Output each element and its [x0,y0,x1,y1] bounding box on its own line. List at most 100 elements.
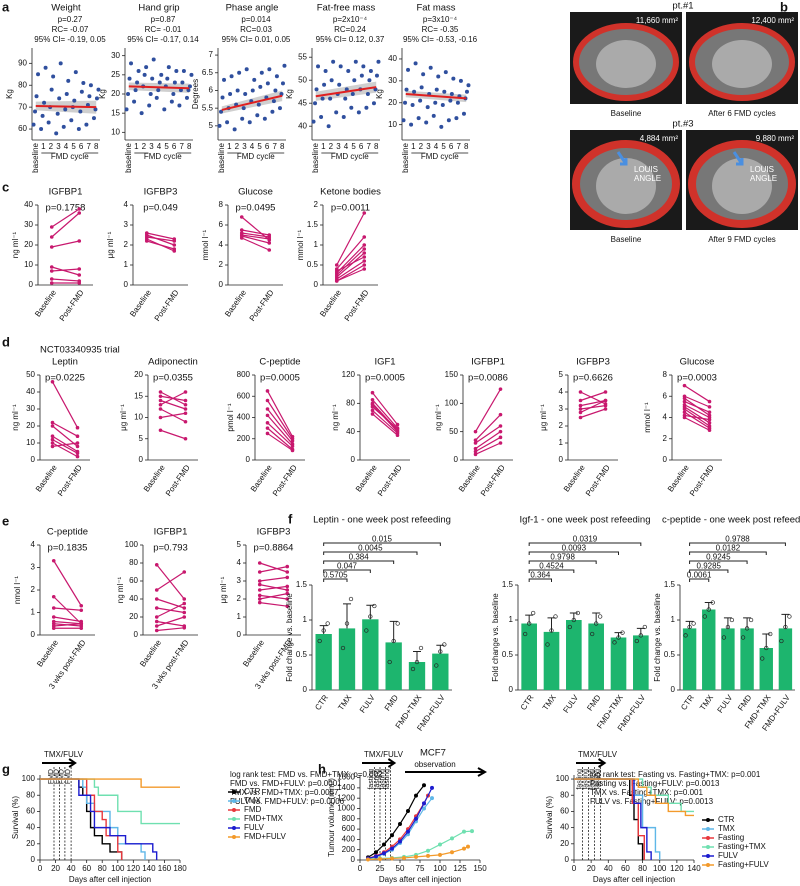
point [189,72,194,77]
x-tick-label: 2 [235,142,240,151]
point [81,81,86,86]
point [707,405,712,409]
y-tick-label: 4 [559,387,564,396]
stat-line: RC=0.03 [240,25,272,34]
chart-title: Fat mass [416,3,455,14]
error-bar [636,627,645,636]
point [139,111,144,116]
point [334,263,339,267]
point [401,118,406,123]
error-bar [781,613,790,629]
point [63,107,68,112]
y-tick-label: 4 [31,540,36,549]
x-tick-label: TMX [541,693,558,713]
landmark: LOUIS [634,165,658,174]
survival-curve [40,778,146,860]
x-tick-label: 140 [142,864,156,873]
pair-line [336,256,365,272]
point [88,83,93,88]
point [154,615,159,619]
x-tick-label: 7 [179,142,184,151]
bar [362,619,379,690]
point [271,99,276,104]
point [285,570,290,574]
x-tick-label: Baseline [241,638,266,669]
point [77,267,82,271]
pair-line [51,268,80,272]
bar [521,623,537,690]
point [364,105,369,110]
point [267,233,272,237]
treatment-label: TMX/FULV [364,750,404,759]
pair-line [372,392,398,425]
bar [338,628,356,690]
point [325,621,330,626]
caption: After 9 FMD cycles [708,235,776,244]
point [50,434,55,439]
legend-marker [232,799,236,803]
pair-line [372,409,398,434]
point [55,111,60,116]
trend-line [315,86,377,98]
y-tick-label: 0 [509,685,514,694]
bracket-p-value: 0.9285 [697,562,722,571]
point [229,74,234,79]
point [285,591,290,596]
point [317,638,322,644]
point [77,211,82,215]
area-label: 11,660 mm² [636,16,678,25]
pair-line [336,248,365,276]
point [49,235,54,239]
point [75,441,80,445]
y-tick-label: 0 [351,455,356,464]
bar [702,609,716,690]
y-tick-label: 5 [209,121,214,130]
pair-line [336,260,365,280]
bracket [528,578,552,582]
x-tick-label: 100 [433,864,447,873]
point [706,607,711,612]
point [183,407,188,411]
bracket [689,578,710,582]
y-tick-label: 2 [31,585,36,594]
point [124,107,129,112]
y-tick-label: 50 [449,427,458,436]
pair-line [684,406,710,424]
point [578,398,583,403]
y-tick-label: 5 [559,370,564,379]
point [362,255,367,259]
point [75,444,80,449]
point [158,398,163,403]
bracket [528,542,642,546]
pair-line [475,436,501,453]
y-tick-label: 0 [663,455,668,464]
bar [682,628,697,690]
x-tick-label: Post-FMD [164,463,192,498]
y-axis-label: μg ml⁻¹ [119,404,128,431]
point [344,621,350,626]
point [49,277,54,281]
x-tick-label: baseline [124,142,133,172]
error-bar [704,602,713,610]
x-tick-label: Post-FMD [271,463,299,498]
legend-label: TMX [718,824,736,833]
point [262,116,267,121]
point [702,614,707,619]
y-tick-label: 2 [559,421,564,430]
point [172,239,177,243]
y-tick-label: 4 [219,240,224,249]
y-tick-label: 40 [24,200,33,209]
point [235,88,240,93]
x-tick-label: 2 [329,142,334,151]
point [616,635,621,640]
x-tick-label: FMD [736,693,753,713]
point [498,435,503,440]
organ [712,40,772,88]
point [682,410,687,414]
trend-line [35,105,97,109]
organ [596,40,656,88]
x-tick-label: Baseline [457,463,482,494]
pair-line [474,388,502,432]
p-value: p=0.1758 [46,203,86,214]
point [257,593,262,598]
